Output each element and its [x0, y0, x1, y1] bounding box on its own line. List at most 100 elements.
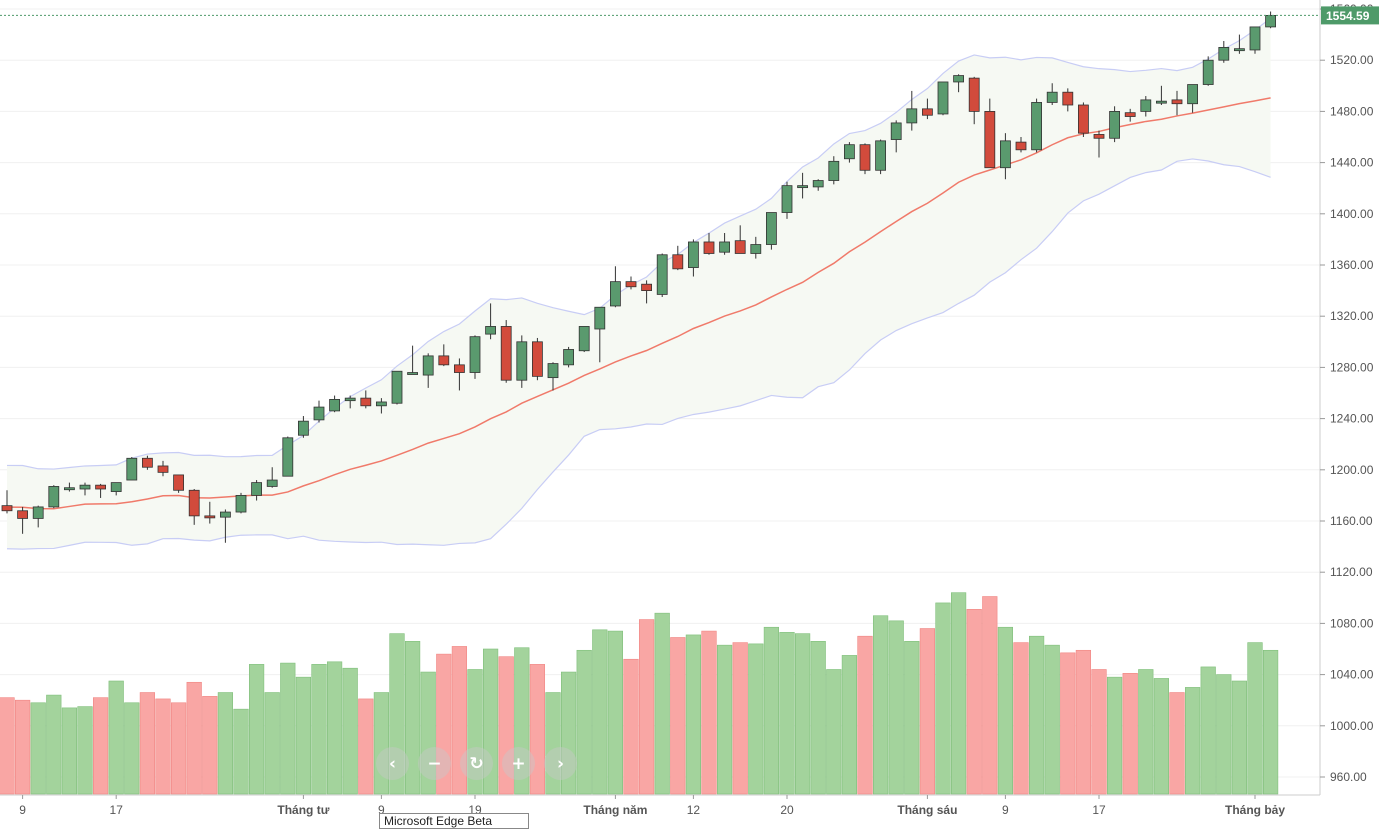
volume-bar: [607, 630, 623, 795]
price-tick-label: 1200.00: [1330, 463, 1374, 477]
candle-body: [578, 326, 590, 352]
candle: [282, 436, 294, 477]
band-fill: [7, 18, 1271, 550]
candle-body: [703, 241, 715, 254]
reset-button[interactable]: ↻: [460, 747, 493, 780]
candle: [828, 156, 840, 185]
candle-body: [859, 144, 871, 171]
price-tick-label: 1120.00: [1330, 565, 1373, 579]
candle-body: [282, 437, 294, 477]
candle: [407, 345, 419, 375]
volume-bar: [748, 643, 764, 795]
candle-body: [1031, 102, 1042, 151]
time-axis[interactable]: 9 17 Tháng tư 9 19 Tháng năm 12 20 Tháng sáu 9 17 T…: [0, 794, 1320, 817]
candle-body: [922, 108, 933, 116]
volume-bar: [623, 658, 639, 795]
candle-body: [1078, 104, 1089, 134]
moving-average-line: [6, 97, 1271, 510]
candle: [157, 460, 169, 477]
volume-bar: [857, 635, 873, 795]
volume-bar: [373, 692, 390, 795]
candle-body: [17, 510, 29, 519]
candle-body: [1000, 140, 1011, 169]
candle: [251, 480, 263, 501]
candle: [469, 335, 481, 379]
volume-bar: [108, 680, 124, 795]
volume-bar: [1185, 687, 1201, 795]
candle-body: [157, 465, 169, 473]
last-price-label: 1554.59: [1326, 9, 1370, 23]
candle-body: [641, 283, 652, 292]
volume-bar: [202, 696, 218, 795]
candle: [79, 482, 91, 496]
candle: [547, 362, 559, 391]
volume-bar: [1060, 652, 1076, 795]
volume-bar: [732, 642, 748, 795]
candle: [1171, 90, 1183, 116]
volume-bars: [0, 592, 1279, 795]
candle: [1015, 137, 1027, 153]
candle: [516, 335, 528, 388]
candle: [95, 483, 106, 498]
volume-bar: [1216, 674, 1232, 795]
candle-body: [672, 254, 684, 270]
time-tick-label: 17: [1092, 803, 1106, 817]
candle: [953, 74, 964, 93]
last-price-badge: [1321, 6, 1379, 25]
candle: [329, 395, 341, 413]
volume-bar: [342, 667, 358, 795]
candle: [922, 98, 933, 120]
candle: [906, 90, 918, 131]
candle: [641, 280, 652, 304]
candle-body: [126, 457, 138, 481]
volume-bar: [1091, 669, 1107, 795]
volume-bar: [404, 641, 421, 795]
price-tick-label: 960.00: [1330, 770, 1367, 784]
volume-bar: [794, 633, 811, 795]
candle-body: [563, 349, 574, 366]
volume-bar: [295, 676, 312, 795]
candle: [438, 344, 450, 367]
price-tick-label: 1440.00: [1330, 156, 1374, 170]
volume-bar: [93, 697, 109, 795]
volume-bar: [311, 664, 327, 795]
candle: [625, 276, 637, 290]
candle: [1093, 130, 1105, 158]
candle: [422, 353, 434, 388]
price-axis[interactable]: 1560.001520.001480.001440.001400.001360.…: [1319, 0, 1374, 795]
candle: [1062, 88, 1074, 112]
candle-body: [953, 75, 964, 83]
candle: [688, 239, 699, 277]
volume-bar: [1200, 666, 1216, 795]
zoom-in-button[interactable]: +: [502, 747, 535, 780]
candle-body: [797, 185, 808, 189]
volume-bar: [186, 681, 202, 795]
zoom-out-button[interactable]: −: [418, 747, 451, 780]
volume-bar: [592, 629, 608, 795]
price-tick-label: 1280.00: [1330, 360, 1374, 374]
candle: [844, 142, 855, 163]
candle: [204, 501, 216, 524]
chart-navigation: ‹ − ↻ + ›: [376, 747, 577, 780]
price-tick-label: 1040.00: [1330, 668, 1374, 682]
scroll-right-button[interactable]: ›: [544, 747, 577, 780]
volume-bar: [15, 699, 31, 795]
volume-bar: [249, 664, 265, 795]
candle: [563, 346, 574, 368]
candle-body: [750, 244, 762, 254]
time-tick-label: 9: [378, 803, 385, 817]
scroll-left-button[interactable]: ‹: [376, 747, 409, 780]
time-tick-label: 17: [110, 803, 124, 817]
price-tick-label: 1360.00: [1330, 258, 1374, 272]
time-tick-label: Tháng bảy: [1225, 803, 1285, 817]
volume-bar: [997, 626, 1013, 795]
candle-body: [890, 122, 902, 140]
candle-body: [235, 494, 247, 513]
candle-body: [95, 484, 106, 490]
candle-body: [532, 341, 543, 377]
volume-bar: [1153, 678, 1169, 795]
candle: [610, 266, 621, 308]
volume-bar: [46, 694, 62, 795]
candle-body: [266, 479, 278, 487]
